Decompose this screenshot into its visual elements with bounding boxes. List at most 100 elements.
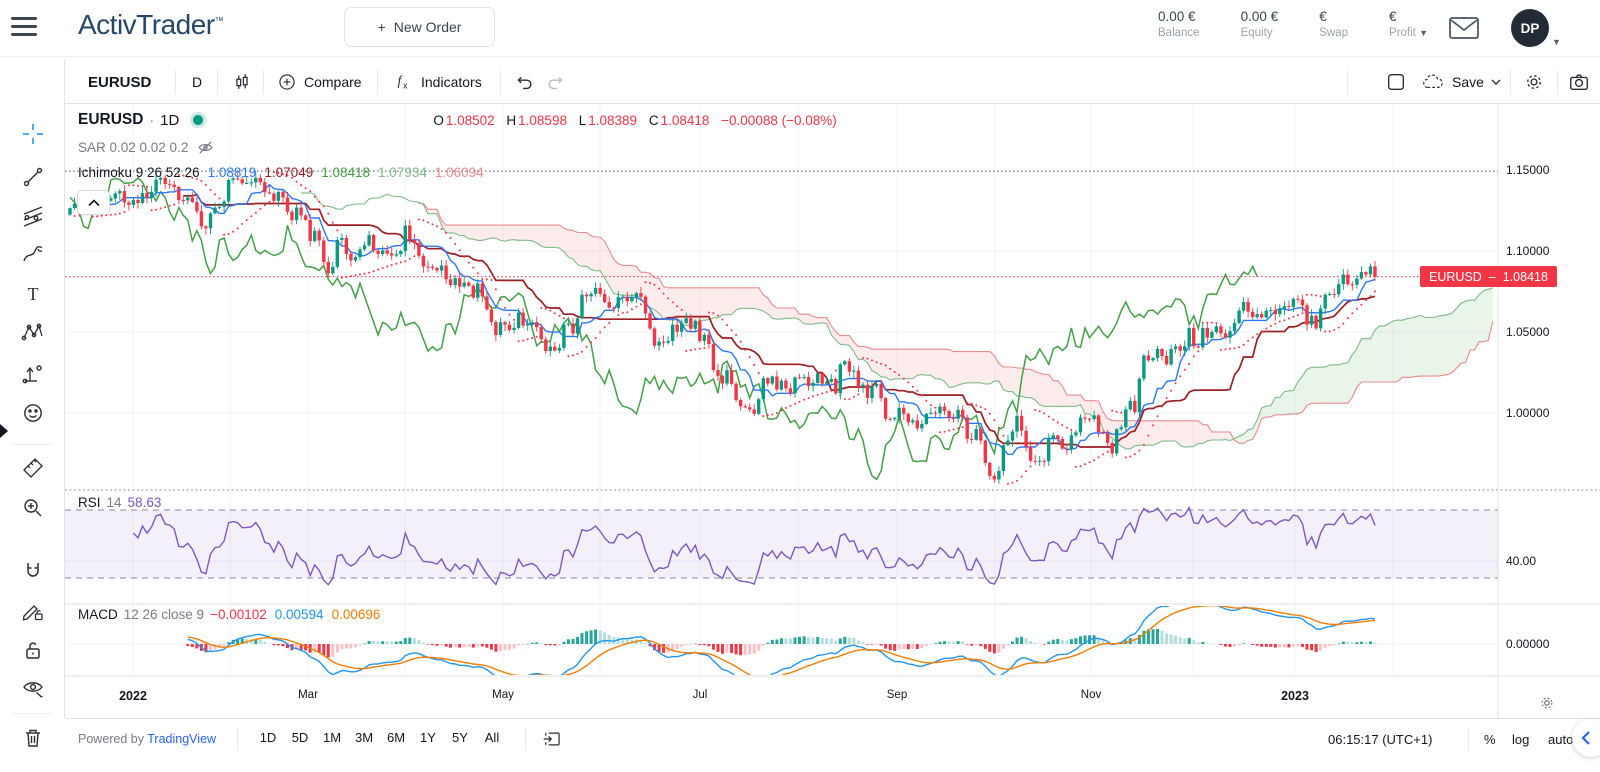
range-button-1y[interactable]: 1Y xyxy=(420,729,436,745)
trademark: ™ xyxy=(214,15,224,26)
symbol-button[interactable]: EURUSD xyxy=(88,73,152,91)
powered-by[interactable]: Powered by TradingView xyxy=(78,732,217,746)
price-label: 1.05000 xyxy=(1506,325,1550,339)
price-label: 1.10000 xyxy=(1506,244,1550,258)
range-button-1m[interactable]: 1M xyxy=(322,729,342,745)
tradingview-link: TradingView xyxy=(147,732,217,746)
range-button-1d[interactable]: 1D xyxy=(259,729,277,745)
chevron-down-icon[interactable]: ▼ xyxy=(1552,37,1561,47)
text-tool-icon[interactable]: T xyxy=(21,282,45,306)
collapse-panel-button[interactable] xyxy=(1572,719,1600,757)
legend-symbol: EURUSD xyxy=(78,111,144,128)
ichimoku-value: 1.06094 xyxy=(434,165,484,180)
range-button-all[interactable]: All xyxy=(484,729,500,745)
chevron-left-icon xyxy=(1581,731,1590,745)
chevron-down-icon xyxy=(1491,79,1501,85)
settings-gear-icon[interactable] xyxy=(1523,71,1545,93)
time-label: 2022 xyxy=(119,689,147,703)
account-stats: 0.00 € Balance 0.00 € Equity € Swap € Profit… xyxy=(1158,9,1428,39)
fib-retracement-icon[interactable] xyxy=(21,204,45,228)
chevron-down-icon: ▼ xyxy=(1419,28,1428,38)
main-legend[interactable]: EURUSD · 1D O 1.08502 H 1.08598 L 1.08389 C… xyxy=(78,111,837,129)
macd-legend[interactable]: MACD 12 26 close 9 −0.00102 0.00594 0.0069… xyxy=(78,607,388,622)
svg-text:f: f xyxy=(398,73,404,88)
brush-icon[interactable] xyxy=(21,243,45,267)
percent-scale-button[interactable]: % xyxy=(1484,732,1496,747)
market-status-dot xyxy=(193,115,204,125)
trend-line-icon[interactable] xyxy=(21,165,45,189)
stat-swap: € Swap xyxy=(1319,9,1348,39)
redo-icon[interactable] xyxy=(545,71,567,93)
chevron-up-icon xyxy=(87,198,100,206)
app-header: ActivTrader™ + New Order 0.00 € Balance 0… xyxy=(0,0,1600,57)
xabcd-pattern-icon[interactable] xyxy=(21,321,45,345)
chart-canvas[interactable] xyxy=(65,104,1498,676)
camera-icon[interactable] xyxy=(1568,71,1590,93)
panel-expand-arrow[interactable] xyxy=(0,424,8,438)
range-button-5y[interactable]: 5Y xyxy=(452,729,468,745)
undo-icon[interactable] xyxy=(513,71,535,93)
ichimoku-value: 1.07934 xyxy=(378,165,427,180)
app-logo: ActivTrader™ xyxy=(78,9,224,40)
hide-drawings-icon[interactable] xyxy=(21,676,45,700)
avatar[interactable]: DP xyxy=(1511,9,1549,47)
menu-icon[interactable] xyxy=(11,17,37,38)
emoji-icon[interactable] xyxy=(21,401,45,425)
time-label: Nov xyxy=(1080,689,1102,701)
macd-values: −0.00102 0.00594 0.00696 xyxy=(210,607,388,622)
lock-all-icon[interactable] xyxy=(21,638,45,662)
macd-value: 0.00696 xyxy=(331,607,381,622)
sar-legend[interactable]: SAR 0.02 0.02 0.2 xyxy=(78,139,214,156)
layout-icon[interactable] xyxy=(1385,71,1407,93)
goto-date-icon[interactable] xyxy=(542,729,562,749)
time-label: May xyxy=(492,689,514,701)
plus-icon: + xyxy=(377,19,386,35)
range-selector: 1D 5D 1M 3M 6M 1Y 5Y All xyxy=(253,723,507,751)
stat-balance: 0.00 € Balance xyxy=(1158,9,1200,39)
remove-drawings-icon[interactable] xyxy=(21,726,45,750)
ichimoku-values: 1.08819 1.07049 1.08418 1.07934 1.06094 xyxy=(208,165,492,180)
clock[interactable]: 06:15:17 (UTC+1) xyxy=(1328,732,1433,747)
price-tag: EURUSD ‒ 1.08418 xyxy=(1420,266,1557,288)
interval-button[interactable]: D xyxy=(192,74,203,90)
price-label: 1.15000 xyxy=(1506,163,1550,177)
drawing-lock-icon[interactable] xyxy=(21,599,45,623)
save-button[interactable]: Save xyxy=(1420,60,1502,104)
range-button-6m[interactable]: 6M xyxy=(386,729,406,745)
ruler-icon[interactable] xyxy=(21,456,45,480)
ichimoku-value: 1.08819 xyxy=(207,165,257,180)
new-order-button[interactable]: + New Order xyxy=(344,7,495,47)
crosshair-icon[interactable] xyxy=(21,122,45,146)
eye-off-icon[interactable] xyxy=(197,139,214,156)
svg-text:x: x xyxy=(403,80,408,90)
legend-collapse-button[interactable] xyxy=(77,190,110,215)
stat-profit[interactable]: € Profit ▼ xyxy=(1389,9,1428,39)
change-value: −0.00088 (−0.08%) xyxy=(721,112,837,128)
magnet-icon[interactable] xyxy=(21,560,45,584)
legend-interval: 1D xyxy=(160,111,180,129)
macd-value: 0.00594 xyxy=(274,607,324,622)
stat-equity: 0.00 € Equity xyxy=(1240,9,1279,39)
cloud-icon xyxy=(1423,74,1443,89)
time-label: Mar xyxy=(298,689,318,701)
macd-axis-label: 0.00000 xyxy=(1506,637,1550,651)
ichimoku-value: 1.07049 xyxy=(264,165,314,180)
ichimoku-legend[interactable]: Ichimoku 9 26 52 26 1.08819 1.07049 1.0841… xyxy=(78,165,492,180)
time-label: Jul xyxy=(692,689,708,701)
range-button-3m[interactable]: 3M xyxy=(354,729,374,745)
mail-icon[interactable] xyxy=(1448,15,1480,41)
rsi-legend[interactable]: RSI 14 58.63 xyxy=(78,495,162,510)
compare-button[interactable]: Compare xyxy=(277,60,362,104)
svg-text:T: T xyxy=(28,284,39,304)
range-button-5d[interactable]: 5D xyxy=(291,729,309,745)
forecast-icon[interactable] xyxy=(21,362,45,386)
zoom-in-icon[interactable] xyxy=(21,496,45,520)
log-scale-button[interactable]: log xyxy=(1512,732,1530,747)
chart-type-icon[interactable] xyxy=(231,71,253,93)
time-label: Sep xyxy=(886,689,908,701)
auto-scale-button[interactable]: auto xyxy=(1548,732,1574,747)
time-label: 2023 xyxy=(1281,689,1309,703)
axis-settings-icon[interactable] xyxy=(1538,694,1556,712)
